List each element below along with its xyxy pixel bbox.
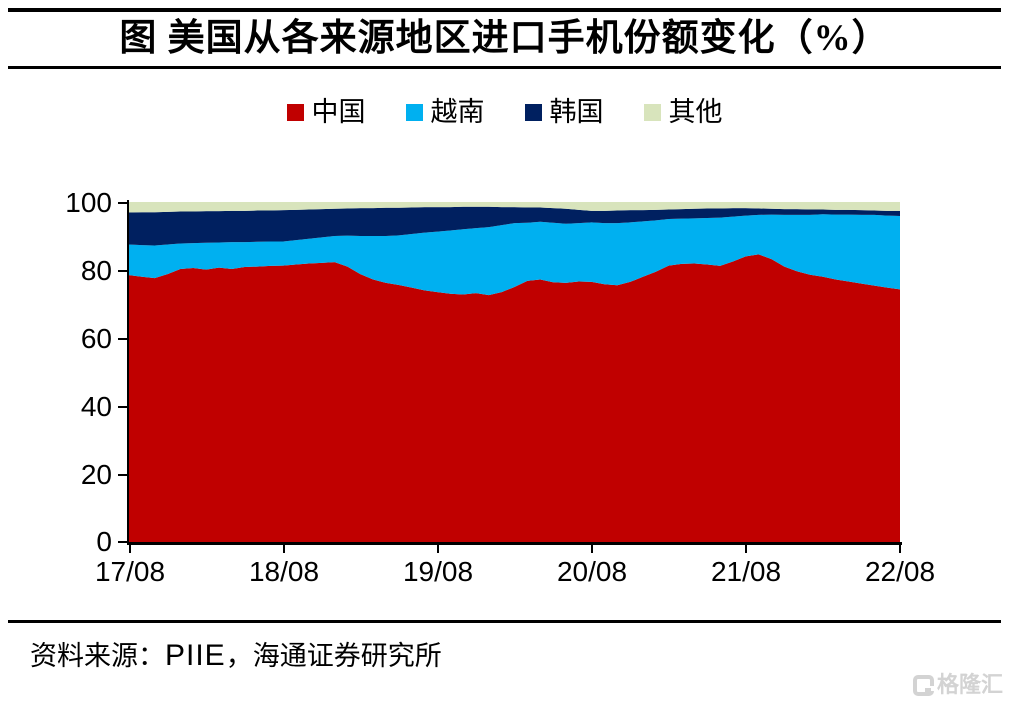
y-tick-mark [118, 541, 127, 543]
legend-swatch-others [643, 104, 661, 121]
legend-label-china: 中国 [311, 97, 366, 127]
source-divider-rule [8, 620, 1001, 623]
legend-item-china: 中国 [286, 97, 366, 127]
stacked-area-plot [129, 202, 900, 542]
x-tick-label-1708: 17/08 [94, 556, 166, 587]
x-tick-label-2208: 22/08 [864, 556, 936, 587]
y-tick-mark [118, 270, 127, 272]
y-tick-mark [118, 202, 127, 204]
source-note: 资料来源： PIIE ，海通证券研究所 [30, 634, 442, 673]
legend-label-korea: 韩国 [549, 97, 604, 127]
y-tick-label-80: 80 [80, 255, 112, 286]
x-tick-mark [437, 545, 439, 553]
y-tick-label-60: 60 [80, 323, 112, 354]
x-tick-label-1908: 19/08 [402, 556, 474, 587]
y-tick-mark [118, 338, 127, 340]
y-tick-label-40: 40 [80, 391, 112, 422]
source-suffix: ，海通证券研究所 [225, 641, 442, 671]
legend-swatch-korea [524, 104, 542, 121]
legend: 中国 越南 韩国 其他 [0, 99, 1009, 126]
legend-item-vietnam: 越南 [405, 97, 485, 127]
top-rule [8, 8, 1001, 12]
x-tick-mark [899, 545, 901, 553]
chart-title: 图 美国从各来源地区进口手机份额变化（%） [119, 18, 890, 59]
x-tick-mark [129, 545, 131, 553]
x-axis-line [127, 542, 902, 545]
watermark: 格隆汇 [912, 672, 1003, 697]
x-tick-label-1808: 18/08 [248, 556, 320, 587]
x-tick-label-2108: 21/08 [710, 556, 782, 587]
title-divider-rule [8, 66, 1001, 69]
y-tick-label-100: 100 [65, 187, 112, 218]
source-prefix: 资料来源： [30, 641, 165, 671]
x-tick-label-2008: 20/08 [556, 556, 628, 587]
x-tick-mark [283, 545, 285, 553]
legend-label-vietnam: 越南 [430, 97, 485, 127]
legend-item-others: 其他 [643, 97, 723, 127]
legend-item-korea: 韩国 [524, 97, 604, 127]
y-tick-mark [118, 474, 127, 476]
area-china [129, 254, 900, 542]
y-axis-line [127, 200, 129, 544]
gelonghui-logo-icon [912, 674, 934, 696]
area-korea [129, 206, 900, 246]
area-others [129, 202, 900, 213]
x-tick-mark [745, 545, 747, 553]
legend-swatch-china [286, 104, 304, 121]
legend-swatch-vietnam [405, 104, 423, 121]
x-tick-mark [591, 545, 593, 553]
source-org: PIIE [165, 639, 226, 672]
y-tick-label-20: 20 [80, 459, 112, 490]
y-tick-label-0: 0 [96, 526, 112, 557]
legend-label-others: 其他 [668, 97, 723, 127]
y-tick-mark [118, 406, 127, 408]
area-vietnam [129, 214, 900, 296]
watermark-text: 格隆汇 [936, 672, 1003, 697]
